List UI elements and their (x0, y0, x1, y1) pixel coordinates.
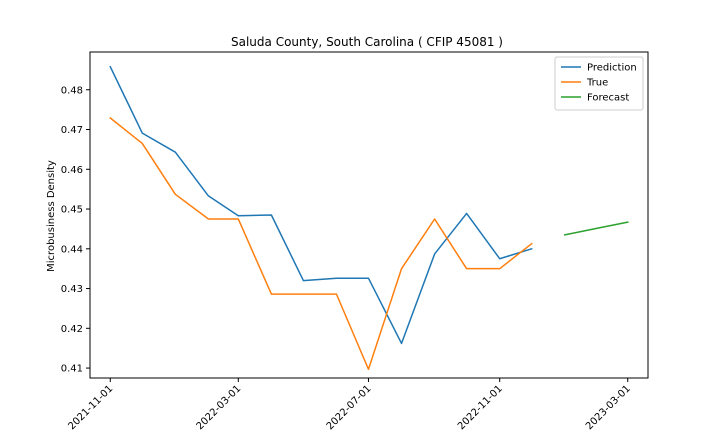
y-tick-label: 0.45 (61, 205, 83, 216)
y-tick-label: 0.46 (61, 165, 83, 176)
chart-title: Saluda County, South Carolina ( CFIP 450… (231, 35, 503, 49)
series-layer (109, 65, 629, 370)
y-tick-label: 0.42 (61, 324, 83, 335)
y-tick-label: 0.44 (61, 244, 83, 255)
y-axis-label: Microbusiness Density (46, 160, 57, 272)
y-tick-label: 0.43 (61, 284, 83, 295)
plot-area-frame (89, 51, 649, 379)
y-tick-label: 0.47 (61, 125, 83, 136)
legend-label-forecast: Forecast (587, 93, 629, 104)
series-line-true (109, 116, 533, 370)
series-line-forecast (563, 221, 629, 236)
legend-label-true: True (586, 78, 608, 89)
y-tick-label: 0.48 (61, 85, 83, 96)
series-line-prediction (109, 65, 533, 345)
y-axis-ticks: 0.41 0.42 0.43 0.44 0.45 0.46 0.47 0.48 (61, 85, 90, 375)
legend: Prediction True Forecast (554, 56, 644, 111)
y-tick-label: 0.41 (61, 364, 83, 375)
legend-label-prediction: Prediction (587, 63, 637, 74)
